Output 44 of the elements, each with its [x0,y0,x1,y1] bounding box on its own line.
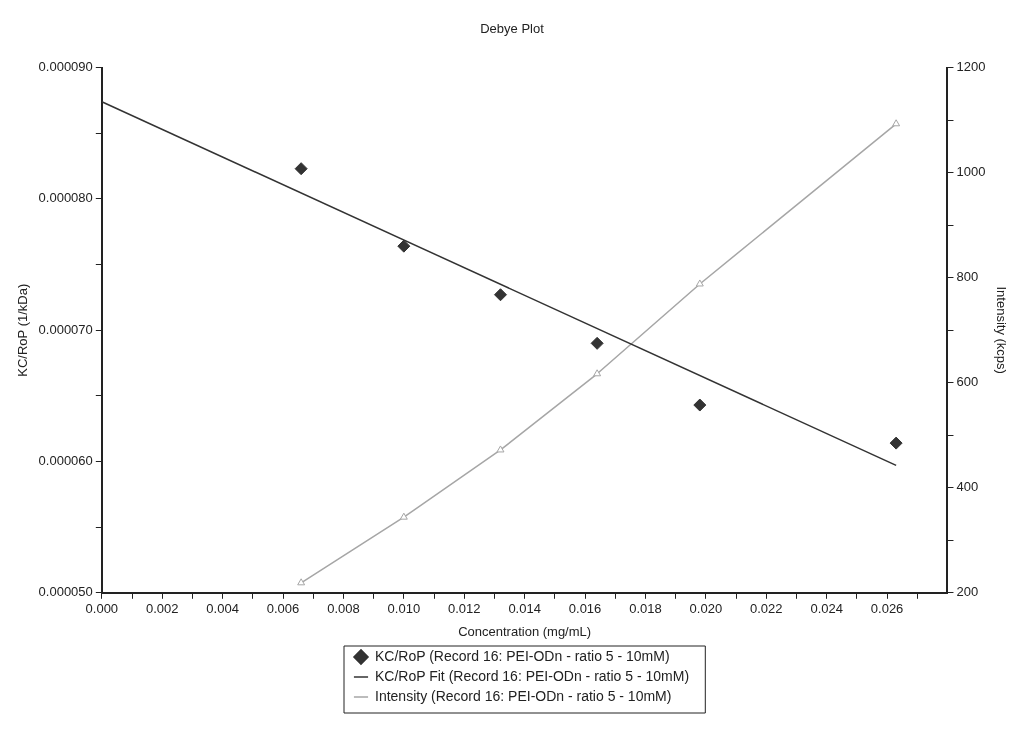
point [695,279,704,287]
point [693,398,707,412]
y2-tick-label: 1200 [956,59,986,75]
y-tick-label: 0.000060 [38,453,93,469]
y2-axis-title: Intensity (kcps) [993,286,1009,374]
point [590,336,604,350]
x-tick-label: 0.004 [206,601,239,617]
y-tick-label: 0.000090 [38,59,93,75]
x-tick-label: 0.020 [689,601,723,617]
y-tick-label: 0.000080 [38,190,93,206]
y2-tick-label: 600 [956,374,979,390]
x-tick-label: 0.002 [145,601,179,617]
legend-label: KC/RoP Fit (Record 16: PEI-ODn - ratio 5 - 10mM) [375,667,690,684]
x-tick-label: 0.014 [508,601,541,617]
point [294,162,308,176]
x-tick-label: 0.016 [568,601,602,617]
x-tick-label: 0.000 [85,601,119,617]
y-tick-label: 0.000050 [38,584,93,600]
x-tick-label: 0.010 [387,601,421,617]
x-tick-label: 0.018 [629,601,662,617]
legend-label: KC/RoP (Record 16: PEI-ODn - ratio 5 - 10mM) [375,647,670,664]
point [397,239,411,253]
y2-tick-label: 200 [956,584,979,600]
point [399,512,408,520]
y2-tick-label: 800 [956,269,979,285]
y-tick-label: 0.000070 [38,321,93,337]
x-tick-label: 0.008 [327,601,360,617]
point [297,578,306,586]
x-tick-label: 0.026 [870,601,904,617]
point [593,369,602,377]
x-tick-label: 0.024 [810,601,843,617]
point [889,436,903,450]
x-axis-title: Concentration (mg/mL) [458,623,592,639]
y2-tick-label: 1000 [956,164,986,180]
point [496,445,505,453]
y-axis-title: KC/RoP (1/kDa) [15,283,31,377]
chart-title: Debye Plot [480,21,545,37]
legend-label: Intensity (Record 16: PEI-ODn - ratio 5 - 10mM) [375,687,672,704]
x-tick-label: 0.012 [447,601,481,617]
point [892,119,901,127]
x-tick-label: 0.006 [266,601,300,617]
x-tick-label: 0.022 [749,601,783,617]
y2-tick-label: 400 [956,479,979,495]
point [493,288,507,302]
